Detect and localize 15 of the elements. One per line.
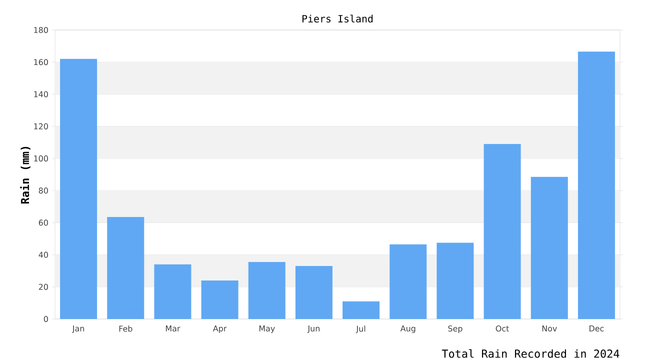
bar [342,301,380,319]
bar [248,262,286,319]
y-axis-title: Rain (mm) [20,146,30,204]
bar [484,144,521,319]
bar [390,244,427,319]
bar [530,176,568,319]
bar [295,266,332,319]
bar [201,280,238,319]
bar [107,217,144,319]
chart-title: Piers Island [302,14,373,22]
bar [578,52,615,319]
bar [436,242,474,319]
text: Total Rain Recorded in 2024 [442,349,620,358]
bar [60,58,98,319]
bar [154,264,192,319]
